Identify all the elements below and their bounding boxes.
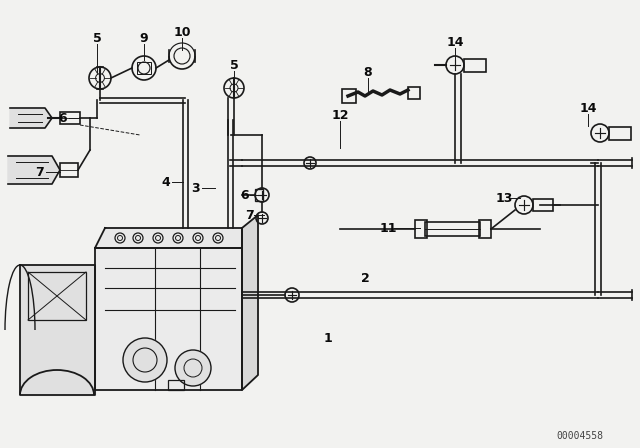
Text: 5: 5 (93, 31, 101, 44)
Polygon shape (95, 248, 242, 390)
Bar (408, 87, 420, 99)
Circle shape (123, 338, 167, 382)
Bar (609, 127, 631, 140)
Text: 11: 11 (380, 221, 397, 234)
Polygon shape (10, 108, 52, 128)
Text: 9: 9 (140, 31, 148, 44)
Text: 5: 5 (230, 59, 238, 72)
Text: 8: 8 (364, 65, 372, 78)
Bar (28, 272, 86, 320)
Bar (479, 220, 491, 238)
Text: 1: 1 (324, 332, 332, 345)
Polygon shape (8, 156, 60, 184)
Bar (137, 62, 151, 74)
Text: 13: 13 (495, 191, 513, 204)
Polygon shape (20, 265, 95, 395)
Text: 6: 6 (241, 189, 250, 202)
Text: 12: 12 (332, 108, 349, 121)
Bar (415, 220, 427, 238)
Text: 4: 4 (162, 176, 170, 189)
Bar (60, 163, 78, 177)
Text: 7: 7 (36, 165, 44, 178)
Text: 3: 3 (192, 181, 200, 194)
Text: 00004558: 00004558 (557, 431, 604, 441)
Polygon shape (95, 228, 242, 248)
Text: 7: 7 (244, 208, 253, 221)
Polygon shape (242, 215, 258, 390)
Text: 2: 2 (360, 271, 369, 284)
Text: 14: 14 (579, 102, 596, 115)
Bar (425, 222, 480, 236)
Bar (60, 112, 80, 124)
Bar (464, 59, 486, 72)
Text: 14: 14 (446, 35, 464, 48)
Bar (168, 380, 184, 390)
Circle shape (175, 350, 211, 386)
Bar (533, 199, 553, 211)
Text: 10: 10 (173, 26, 191, 39)
Bar (255, 189, 263, 201)
Text: 6: 6 (59, 112, 67, 125)
Bar (342, 89, 356, 103)
